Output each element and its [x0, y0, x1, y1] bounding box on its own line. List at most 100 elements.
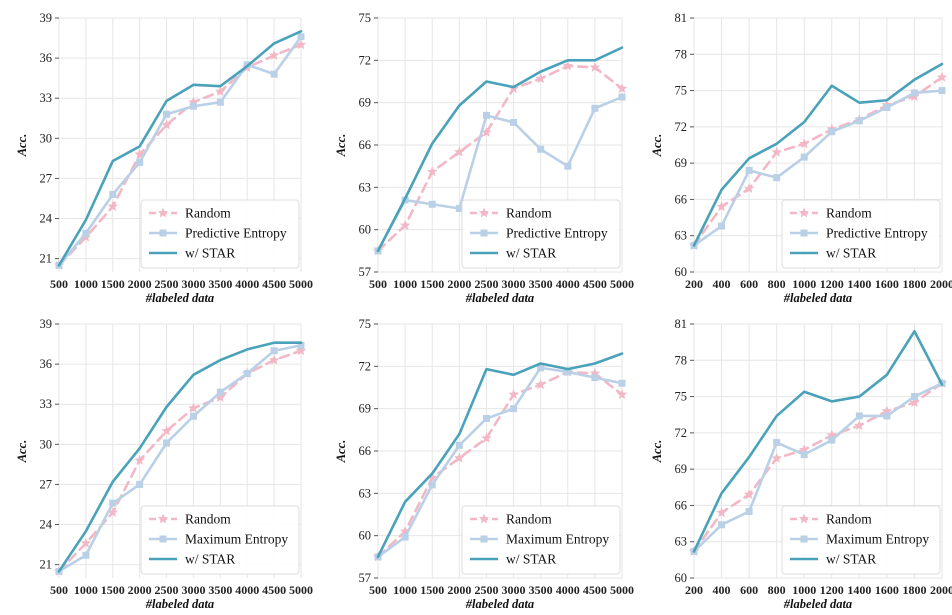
data-point-square [564, 162, 572, 170]
y-axis-label: Acc. [650, 440, 664, 464]
legend-swatch-square [480, 229, 488, 237]
data-point-star [295, 345, 307, 356]
series-line-predictive-entropy [57, 35, 303, 267]
data-point-square [800, 451, 808, 459]
y-tick-label: 81 [675, 11, 688, 25]
data-point-square [428, 481, 436, 489]
y-axis-label: Acc. [334, 440, 348, 464]
x-tick-label: 1000 [393, 277, 417, 291]
x-tick-label: 3000 [502, 583, 526, 597]
data-point-star [161, 425, 172, 436]
data-point-star [134, 148, 145, 159]
data-point-square [297, 341, 305, 349]
data-point-star [562, 60, 574, 71]
x-tick-label: 4500 [583, 583, 607, 597]
data-point-star [481, 432, 492, 443]
x-tick-label: 1500 [101, 277, 125, 291]
x-tick-label: 500 [50, 583, 68, 597]
legend-box [461, 505, 621, 575]
data-point-square [745, 507, 753, 515]
data-point-star [743, 489, 755, 499]
data-point-star [80, 537, 92, 548]
series-line-random [376, 64, 624, 253]
legend-entry-label: Predictive Entropy [185, 226, 287, 241]
x-tick-label: 5000 [610, 583, 634, 597]
y-tick-label: 60 [675, 265, 688, 279]
data-point-square [270, 70, 278, 78]
y-tick-label: 72 [675, 426, 688, 440]
data-point-square [482, 111, 490, 119]
data-point-square [618, 379, 626, 387]
legend-swatch-star [478, 207, 490, 218]
legend-entry-label: w/ STAR [506, 552, 556, 567]
x-tick-label: 1400 [847, 583, 871, 597]
y-tick-label: 21 [40, 252, 53, 266]
x-tick-label: 1600 [875, 583, 899, 597]
data-point-square [564, 368, 572, 376]
x-axis-label: #labeled data [465, 291, 534, 305]
data-point-star [771, 452, 782, 463]
legend: Random Maximum Entropy w/ STAR [781, 505, 941, 575]
legend-swatch-square [480, 535, 488, 543]
series-line-random [376, 370, 624, 559]
y-tick-label: 75 [675, 84, 688, 98]
x-tick-label: 3500 [208, 583, 232, 597]
x-tick-label: 800 [768, 583, 786, 597]
y-tick-label: 75 [359, 317, 372, 331]
data-point-star [399, 219, 411, 230]
data-point-star [454, 146, 465, 157]
x-tick-label: 1000 [792, 583, 816, 597]
data-point-square [189, 102, 197, 110]
y-tick-label: 81 [675, 317, 688, 331]
y-tick-label: 72 [359, 359, 372, 373]
data-point-star [616, 83, 628, 94]
data-point-square [136, 158, 144, 166]
legend-entry-label: w/ STAR [506, 246, 556, 261]
data-point-star [616, 389, 628, 400]
data-point-square [773, 439, 781, 447]
x-tick-label: 3000 [181, 583, 205, 597]
y-tick-label: 39 [40, 317, 53, 331]
x-tick-label: 3000 [502, 277, 526, 291]
data-point-square [883, 104, 891, 112]
x-tick-label: 2000 [447, 277, 471, 291]
chart-panel-2: 57 60 63 66 69 72 75 500 1000 1500 2000 2500 3000 350… [334, 11, 634, 305]
series-line-w-star [692, 329, 944, 553]
data-point-square [428, 200, 436, 208]
data-point-square [800, 153, 808, 161]
data-point-square [82, 551, 90, 559]
x-tick-label: 2000 [930, 583, 952, 597]
y-axis-label: Acc. [650, 134, 664, 158]
legend-box [781, 199, 941, 269]
y-tick-label: 69 [359, 96, 372, 110]
x-tick-label: 3500 [529, 277, 553, 291]
series-line-w-star [692, 62, 944, 247]
data-point-star [454, 452, 465, 463]
data-point-square [189, 412, 197, 420]
legend-box [461, 199, 621, 269]
legend-entry-label: Maximum Entropy [826, 532, 929, 547]
data-point-square [401, 533, 409, 541]
y-tick-label: 63 [359, 486, 372, 500]
y-tick-label: 36 [40, 51, 53, 65]
series-line-w-star [57, 341, 303, 573]
data-point-square [718, 521, 726, 529]
y-tick-label: 78 [675, 353, 688, 367]
data-point-square [618, 93, 626, 101]
legend-swatch-square [800, 229, 808, 237]
series-line-maximum-entropy [692, 381, 944, 553]
y-tick-label: 63 [675, 229, 688, 243]
x-axis-label: #labeled data [783, 291, 852, 305]
x-tick-label: 5000 [289, 277, 313, 291]
x-tick-label: 4500 [583, 277, 607, 291]
data-point-square [745, 166, 753, 174]
data-point-square [109, 499, 117, 507]
y-tick-label: 69 [675, 156, 688, 170]
legend-box [781, 505, 941, 575]
y-tick-label: 33 [40, 397, 53, 411]
data-point-square [216, 98, 224, 106]
data-point-star [188, 402, 199, 413]
data-point-square [82, 229, 90, 237]
data-point-square [216, 388, 224, 396]
y-tick-label: 60 [675, 571, 688, 585]
